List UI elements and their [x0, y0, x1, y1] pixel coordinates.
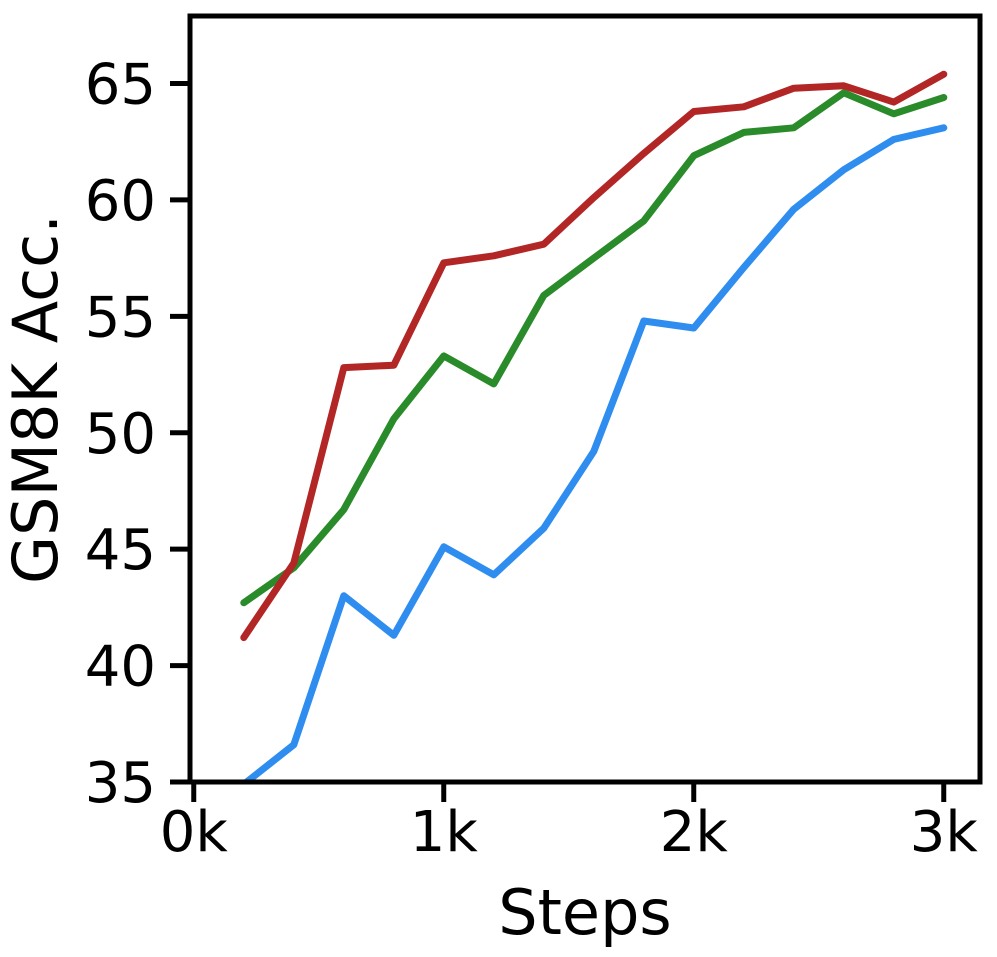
x-tick-label: 2k: [660, 800, 729, 865]
y-tick-label: 55: [85, 285, 156, 350]
x-tick-label: 3k: [910, 800, 979, 865]
y-tick-label: 40: [85, 635, 156, 700]
red-series-line: [240, 70, 948, 642]
series-lines: [240, 70, 948, 782]
y-axis-label: GSM8K Acc.: [0, 214, 72, 584]
y-axis-ticks: 35 40 45 50 55 60 65: [85, 53, 190, 816]
y-tick-label: 60: [85, 169, 156, 234]
blue-series-line: [241, 124, 948, 782]
axes-frame: [187, 13, 983, 785]
y-tick-label: 45: [85, 518, 156, 583]
y-tick-label: 50: [85, 402, 156, 467]
green-series-line: [240, 89, 948, 607]
x-tick-label: 1k: [410, 800, 479, 865]
x-axis-label: Steps: [498, 876, 671, 949]
y-tick-label: 35: [85, 751, 156, 816]
y-tick-label: 65: [85, 53, 156, 118]
x-axis-ticks: 0k 1k 2k 3k: [160, 782, 979, 865]
x-tick-label: 0k: [160, 800, 229, 865]
